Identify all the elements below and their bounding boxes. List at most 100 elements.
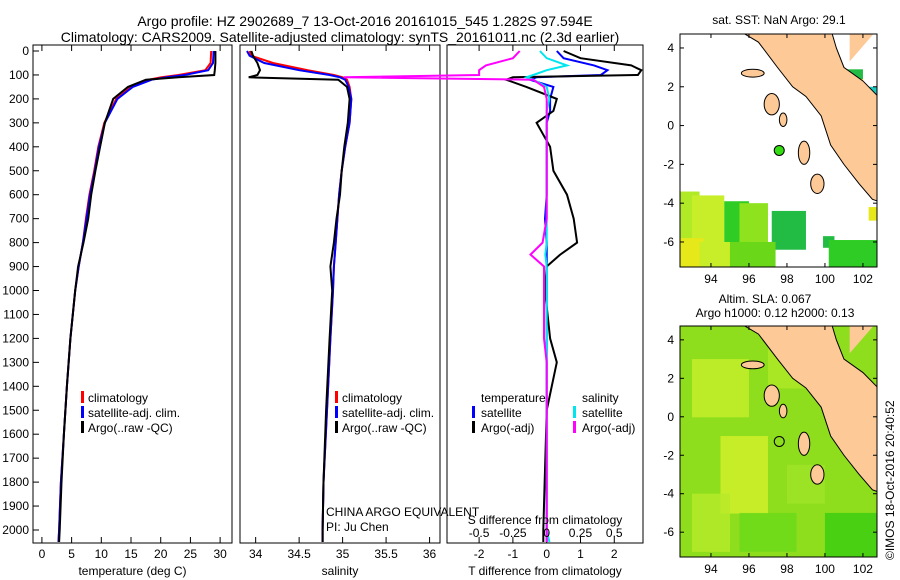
y-tick-label: 1900 bbox=[2, 499, 29, 513]
land-malaysia bbox=[849, 326, 874, 354]
x2-tick-label: 0.25 bbox=[569, 526, 593, 540]
x-tick-label: 0 bbox=[39, 547, 46, 561]
island bbox=[763, 93, 780, 116]
x-tick-label: 0 bbox=[543, 547, 550, 561]
map-content bbox=[680, 326, 877, 557]
y-tick-label: 400 bbox=[9, 140, 29, 154]
land-malaysia bbox=[849, 34, 874, 62]
annotation-line-1: CHINA ARGO EQUIVALENT bbox=[326, 505, 480, 519]
sla-patch bbox=[824, 512, 877, 557]
map-y-tick-label: -6 bbox=[663, 235, 674, 249]
series-line-satellite-adj-clim- bbox=[246, 50, 353, 542]
y-tick-label: 1100 bbox=[3, 307, 29, 321]
x2-tick-label: -0.5 bbox=[469, 526, 490, 540]
legend-marker bbox=[335, 421, 338, 433]
legend-label: Argo(-adj) bbox=[582, 421, 635, 435]
x-tick-label: 35.5 bbox=[374, 547, 398, 561]
legend-marker bbox=[81, 406, 84, 418]
y-tick-label: 1800 bbox=[2, 475, 29, 489]
x-tick-label: 5 bbox=[68, 547, 75, 561]
y-tick-label: 100 bbox=[9, 68, 29, 82]
x-tick-label: 36 bbox=[423, 547, 437, 561]
map-sla bbox=[679, 325, 878, 558]
map-content bbox=[680, 34, 877, 267]
y-tick-label: 1300 bbox=[2, 355, 29, 369]
legend-label: climatology bbox=[88, 391, 148, 405]
y-tick-label: 500 bbox=[9, 164, 29, 178]
sst-patch bbox=[739, 203, 768, 242]
map-y-tick-label: 4 bbox=[667, 41, 674, 55]
map-x-tick-label: 96 bbox=[742, 272, 756, 286]
sst-patch bbox=[729, 241, 776, 267]
legend-marker bbox=[472, 421, 475, 433]
map-y-tick-label: -6 bbox=[663, 525, 674, 539]
y-tick-label: 0 bbox=[22, 44, 29, 58]
sla-patch bbox=[739, 512, 797, 552]
map-y-tick-label: 4 bbox=[667, 333, 674, 347]
map-x-tick-label: 100 bbox=[815, 562, 835, 576]
legend-label: Argo(..raw -QC) bbox=[342, 421, 427, 435]
y-tick-label: 1200 bbox=[2, 331, 29, 345]
series-line-t-satellite bbox=[526, 50, 610, 542]
panel-frame bbox=[239, 44, 441, 544]
land-sumatra bbox=[743, 34, 877, 202]
map-x-tick-label: 94 bbox=[704, 562, 718, 576]
map-y-tick-label: -4 bbox=[663, 196, 674, 210]
legend-header-temperature: temperature bbox=[481, 391, 546, 405]
series-line-satellite-adj-clim- bbox=[57, 50, 215, 543]
series-line-climatology bbox=[57, 50, 213, 543]
legend-label: satellite bbox=[582, 406, 623, 420]
legend-marker bbox=[335, 391, 338, 403]
legend-marker bbox=[81, 421, 84, 433]
map-x-tick-label: 102 bbox=[853, 272, 873, 286]
x-tick-label: 15 bbox=[124, 547, 138, 561]
legend-marker bbox=[472, 406, 475, 418]
x-tick-label: 2 bbox=[611, 547, 618, 561]
x-tick-label: 20 bbox=[154, 547, 168, 561]
y-tick-label: 1000 bbox=[2, 284, 29, 298]
x-tick-label: 1 bbox=[577, 547, 584, 561]
y-tick-label: 2000 bbox=[2, 523, 29, 537]
map-y-tick-label: 0 bbox=[667, 410, 674, 424]
legend-label: Argo(-adj) bbox=[481, 421, 534, 435]
x2-tick-label: -0.25 bbox=[499, 526, 527, 540]
island bbox=[740, 360, 765, 370]
sla-map-title-2: Argo h1000: 0.12 h2000: 0.13 bbox=[696, 306, 855, 320]
map-frame bbox=[679, 33, 878, 268]
island bbox=[810, 173, 825, 194]
x-tick-label: 35 bbox=[336, 547, 350, 561]
y-tick-label: 200 bbox=[9, 92, 29, 106]
map-x-tick-label: 98 bbox=[780, 562, 794, 576]
series-line-t-argo-adj- bbox=[503, 50, 643, 542]
legend-label: satellite-adj. clim. bbox=[88, 406, 180, 420]
map-y-tick-label: 2 bbox=[667, 80, 674, 94]
sst-patch bbox=[680, 238, 704, 267]
x2-axis-label: S difference from climatology bbox=[468, 513, 623, 527]
sla-patch bbox=[691, 493, 730, 552]
legend-label: satellite-adj. clim. bbox=[342, 406, 434, 420]
legend-marker bbox=[573, 421, 576, 433]
sla-patch bbox=[691, 359, 749, 418]
legend-label: satellite bbox=[481, 406, 522, 420]
x-tick-label: 10 bbox=[95, 547, 109, 561]
island bbox=[797, 431, 811, 456]
y-tick-label: 600 bbox=[9, 188, 29, 202]
sla-map-title-1: Altim. SLA: 0.067 bbox=[719, 292, 812, 306]
map-x-tick-label: 100 bbox=[815, 272, 835, 286]
panel-frame bbox=[446, 44, 644, 544]
island bbox=[763, 384, 780, 407]
y-tick-label: 900 bbox=[9, 260, 29, 274]
map-frame bbox=[679, 325, 878, 558]
x-tick-label: 34.5 bbox=[287, 547, 311, 561]
map-y-tick-label: -2 bbox=[663, 448, 674, 462]
sst-map-title: sat. SST: NaN Argo: 29.1 bbox=[712, 13, 846, 27]
title-line-1: Argo profile: HZ 2902689_7 13-Oct-2016 2… bbox=[137, 13, 592, 29]
map-y-tick-label: 2 bbox=[667, 371, 674, 385]
series-line-s-argo-adj- bbox=[343, 50, 548, 542]
island bbox=[778, 403, 788, 419]
map-x-tick-label: 98 bbox=[780, 272, 794, 286]
sst-patch bbox=[771, 210, 806, 250]
credit-text: ©IMOS 18-Oct-2016 20:40:52 bbox=[883, 400, 897, 560]
x2-tick-label: 0 bbox=[543, 526, 550, 540]
island bbox=[810, 464, 825, 485]
